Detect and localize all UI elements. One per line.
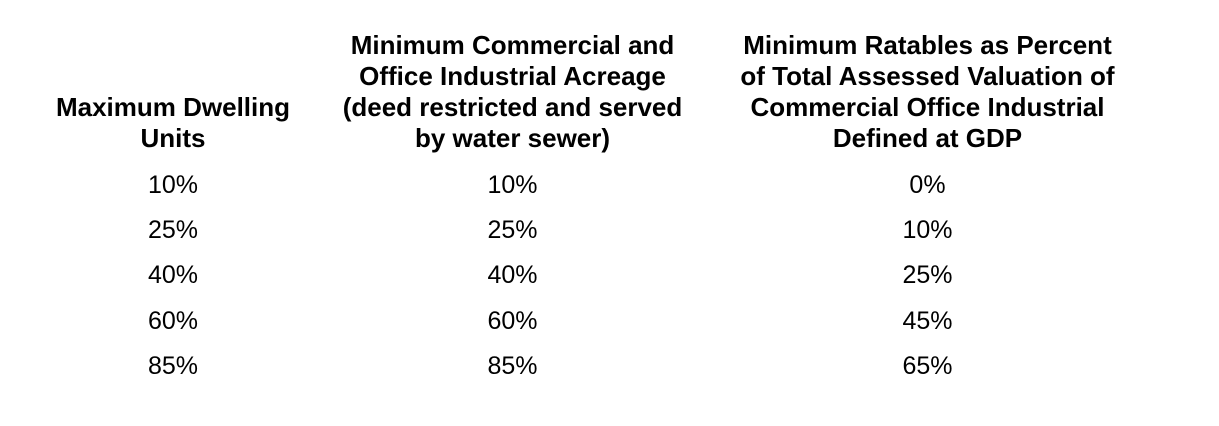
table-cell: 0%	[909, 171, 946, 199]
table-cell: 40%	[147, 261, 199, 289]
table-cell: 25%	[902, 261, 953, 289]
header-line: Commercial Office Industrial	[750, 92, 1105, 122]
header-line: Defined at GDP	[832, 123, 1023, 153]
table-cell: 85%	[147, 352, 199, 380]
table-cell: 60%	[147, 307, 199, 335]
header-line: of Total Assessed Valuation of	[740, 61, 1115, 91]
table-cell: 65%	[902, 352, 953, 380]
column-header: Minimum Ratables as Percent of Total Ass…	[705, 30, 1150, 154]
header-line: Units	[140, 123, 206, 153]
table-cell: 10%	[147, 171, 199, 199]
table-cell: 85%	[487, 352, 538, 380]
column-header: Maximum Dwelling Units	[30, 30, 316, 154]
table-cell: 25%	[147, 216, 199, 244]
header-line: by water sewer)	[414, 123, 611, 153]
header-line: Minimum Commercial and	[350, 30, 675, 60]
header-line: Minimum Ratables as Percent	[743, 30, 1112, 60]
table-cell: 25%	[487, 216, 538, 244]
table-cell: 60%	[487, 307, 538, 335]
column-header: Minimum Commercial and Office Industrial…	[320, 30, 705, 154]
table-cell: 40%	[487, 261, 538, 289]
table-cell: 10%	[487, 171, 538, 199]
header-line: Office Industrial Acreage	[359, 61, 666, 91]
header-line: Maximum Dwelling	[55, 92, 291, 122]
table-cell: 45%	[902, 307, 953, 335]
table-cell: 10%	[902, 216, 953, 244]
header-line: (deed restricted and served	[342, 92, 683, 122]
